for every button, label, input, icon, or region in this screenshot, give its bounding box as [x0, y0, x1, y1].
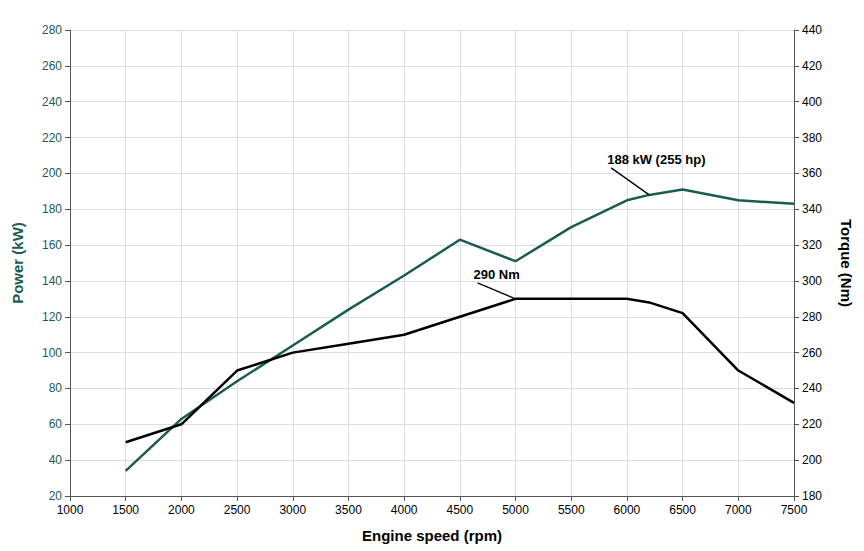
svg-text:Engine speed (rpm): Engine speed (rpm) — [362, 527, 502, 544]
svg-text:200: 200 — [802, 453, 822, 467]
svg-text:3000: 3000 — [279, 503, 306, 517]
svg-text:180: 180 — [42, 202, 62, 216]
svg-text:7000: 7000 — [725, 503, 752, 517]
svg-text:320: 320 — [802, 238, 822, 252]
svg-text:440: 440 — [802, 23, 822, 37]
svg-text:260: 260 — [802, 346, 822, 360]
svg-text:420: 420 — [802, 59, 822, 73]
svg-text:100: 100 — [42, 346, 62, 360]
svg-text:60: 60 — [49, 417, 63, 431]
svg-text:290 Nm: 290 Nm — [474, 267, 520, 282]
svg-text:1000: 1000 — [57, 503, 84, 517]
svg-text:1500: 1500 — [112, 503, 139, 517]
svg-text:160: 160 — [42, 238, 62, 252]
svg-text:2000: 2000 — [168, 503, 195, 517]
svg-text:120: 120 — [42, 310, 62, 324]
svg-text:80: 80 — [49, 381, 63, 395]
svg-text:180: 180 — [802, 489, 822, 503]
svg-text:4500: 4500 — [446, 503, 473, 517]
svg-text:280: 280 — [42, 23, 62, 37]
svg-text:7500: 7500 — [781, 503, 808, 517]
svg-text:2500: 2500 — [224, 503, 251, 517]
svg-text:400: 400 — [802, 95, 822, 109]
svg-text:Torque (Nm): Torque (Nm) — [838, 219, 855, 307]
svg-text:188 kW (255 hp): 188 kW (255 hp) — [607, 152, 705, 167]
svg-text:Power (kW): Power (kW) — [9, 222, 26, 304]
svg-text:5000: 5000 — [502, 503, 529, 517]
svg-text:280: 280 — [802, 310, 822, 324]
svg-text:4000: 4000 — [391, 503, 418, 517]
svg-text:6000: 6000 — [614, 503, 641, 517]
svg-text:140: 140 — [42, 274, 62, 288]
svg-text:220: 220 — [802, 417, 822, 431]
svg-text:260: 260 — [42, 59, 62, 73]
svg-text:300: 300 — [802, 274, 822, 288]
svg-text:40: 40 — [49, 453, 63, 467]
svg-text:360: 360 — [802, 166, 822, 180]
svg-text:6500: 6500 — [669, 503, 696, 517]
svg-text:200: 200 — [42, 166, 62, 180]
svg-text:220: 220 — [42, 131, 62, 145]
svg-text:5500: 5500 — [558, 503, 585, 517]
svg-text:240: 240 — [802, 381, 822, 395]
svg-text:340: 340 — [802, 202, 822, 216]
svg-text:20: 20 — [49, 489, 63, 503]
svg-text:240: 240 — [42, 95, 62, 109]
svg-text:3500: 3500 — [335, 503, 362, 517]
svg-text:380: 380 — [802, 131, 822, 145]
